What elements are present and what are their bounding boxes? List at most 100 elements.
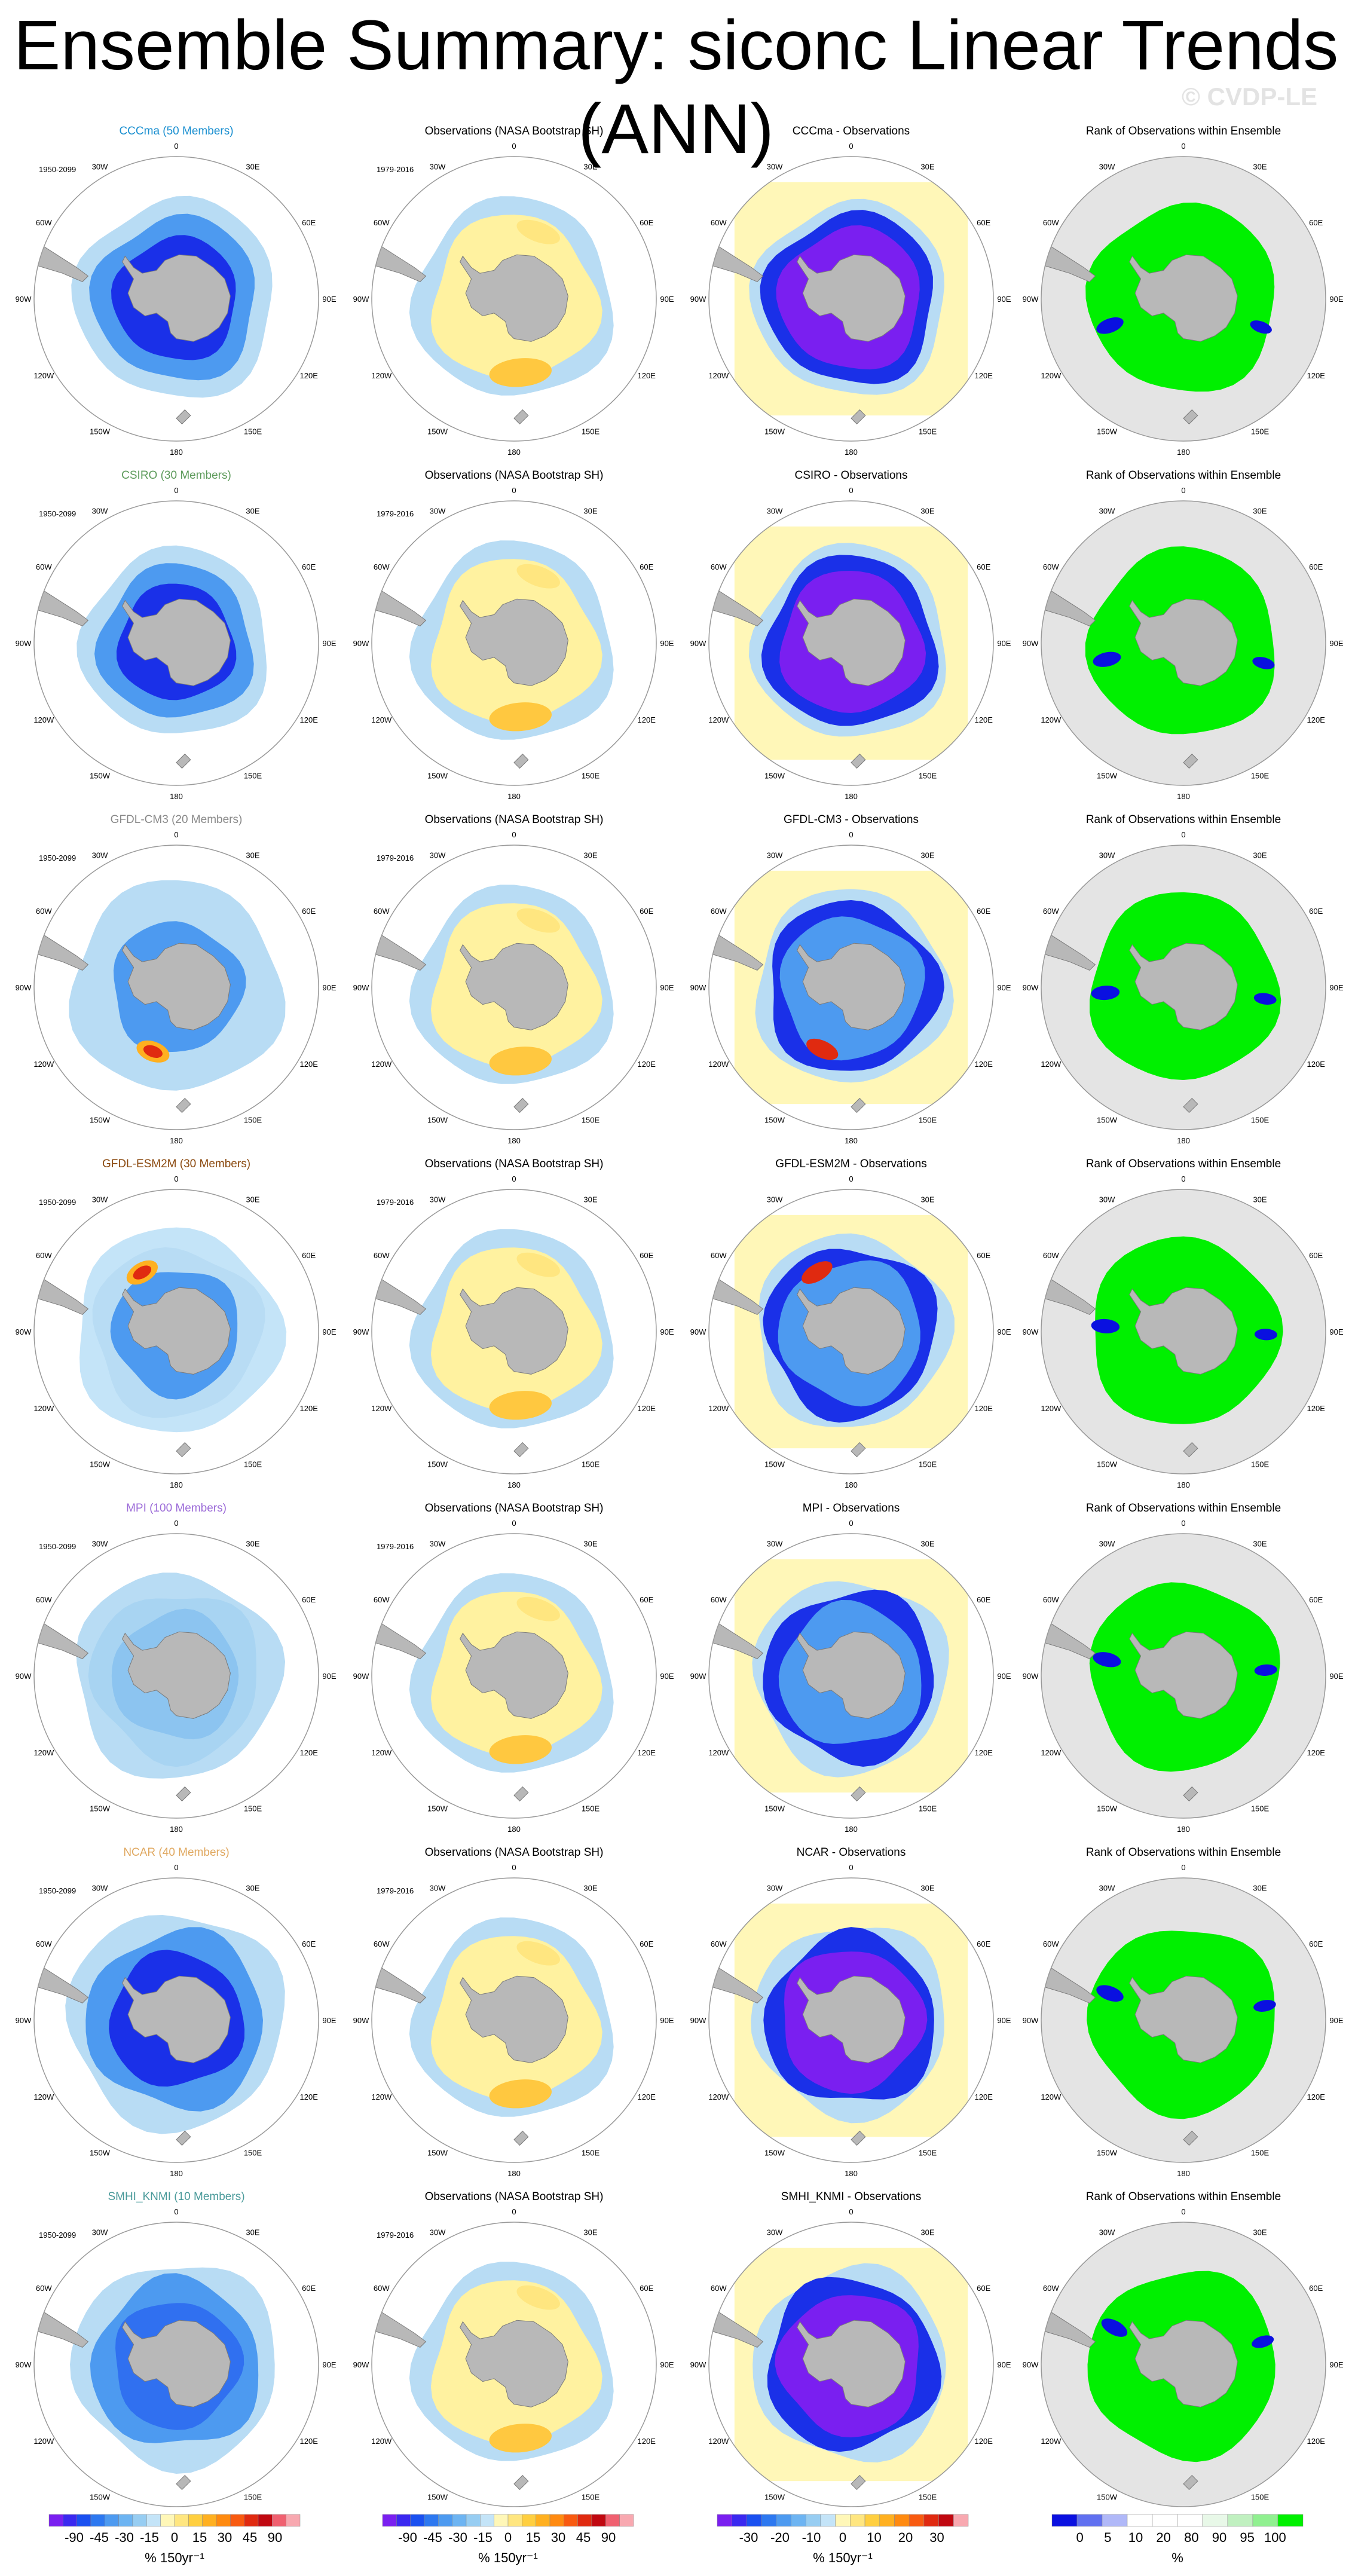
- longitude-label: 60E: [640, 1251, 653, 1260]
- longitude-label: 30W: [430, 506, 446, 515]
- colorbar-swatch: [480, 2514, 494, 2527]
- longitude-label: 90E: [322, 295, 336, 304]
- colorbar-tick-label: 30: [929, 2530, 944, 2545]
- panel-title: NCAR (40 Members): [123, 1846, 229, 1859]
- longitude-label: 60E: [977, 2284, 990, 2293]
- period-label: 1979-2016: [377, 1886, 414, 1895]
- longitude-label: 120W: [371, 2092, 392, 2101]
- longitude-label: 120E: [638, 371, 656, 380]
- new-zealand-land: [176, 1097, 191, 1113]
- antarctica-land: [797, 1287, 906, 1375]
- longitude-label: 150W: [764, 1460, 785, 1469]
- longitude-label: 30E: [583, 1539, 597, 1548]
- colorbar-tick-label: -30: [739, 2530, 758, 2545]
- colorbar-swatch: [953, 2514, 969, 2527]
- colorbar-swatch: [105, 2514, 119, 2527]
- antarctica-land: [1129, 1975, 1238, 2063]
- antarctica-land: [797, 598, 906, 686]
- new-zealand-land: [513, 1097, 529, 1113]
- longitude-label: 150E: [919, 427, 937, 436]
- map-content: [709, 870, 968, 1113]
- colorbar: 0 5 10 20 80 90 95 100%: [1051, 2514, 1304, 2565]
- map-border: [371, 1877, 657, 2163]
- longitude-label: 150E: [1251, 2493, 1270, 2502]
- south-america-land: [1041, 588, 1096, 626]
- colorbar-tick-label: -90: [398, 2530, 417, 2545]
- map-panel: Observations (NASA Bootstrap SH) 1979-201…: [353, 2190, 674, 2522]
- map-content: [34, 2267, 275, 2491]
- longitude-label: 120E: [975, 2092, 993, 2101]
- antarctica-land: [460, 943, 568, 1030]
- map-content: [34, 545, 267, 769]
- new-zealand-land: [176, 2130, 191, 2146]
- map-content: [1041, 1189, 1326, 1474]
- new-zealand-land: [513, 1442, 529, 1458]
- longitude-label: 90W: [353, 295, 369, 304]
- map-border: [371, 156, 657, 442]
- longitude-label: 0: [174, 486, 178, 495]
- longitude-label: 150W: [427, 1460, 448, 1469]
- colorbar-tick-label: 10: [1128, 2530, 1143, 2545]
- longitude-label: 60W: [711, 907, 727, 916]
- longitude-label: 60E: [1309, 1251, 1323, 1260]
- longitude-label: 30E: [583, 506, 597, 515]
- antarctica-land: [797, 1631, 906, 1719]
- longitude-label: 120E: [638, 2092, 656, 2101]
- longitude-label: 120W: [1041, 371, 1062, 380]
- map-panel: CCCma - Observations 0 30E 60E 90E 120E 150E 18…: [690, 125, 1011, 457]
- longitude-label: 150E: [244, 2149, 262, 2158]
- colorbar-unit: % 150yr⁻¹: [813, 2550, 873, 2565]
- longitude-label: 150E: [919, 1116, 937, 1125]
- longitude-label: 150E: [1251, 1116, 1270, 1125]
- longitude-label: 60W: [36, 562, 52, 571]
- longitude-label: 120E: [975, 2437, 993, 2446]
- longitude-label: 0: [512, 486, 516, 495]
- map-border: [1041, 500, 1326, 786]
- longitude-label: 0: [512, 830, 516, 839]
- longitude-label: 150W: [427, 1804, 448, 1813]
- colorbar-swatch: [923, 2514, 939, 2527]
- longitude-label: 150W: [1097, 1116, 1118, 1125]
- panel-title: Rank of Observations within Ensemble: [1086, 125, 1281, 137]
- longitude-label: 90E: [1329, 1327, 1343, 1336]
- new-zealand-land: [513, 2474, 529, 2491]
- longitude-label: 60E: [1309, 907, 1323, 916]
- period-label: 1950-2099: [39, 509, 76, 518]
- longitude-label: 150E: [582, 2493, 600, 2502]
- colorbar-tick-label: 90: [268, 2530, 282, 2545]
- map-content: [1041, 845, 1326, 1130]
- longitude-label: 60W: [1043, 562, 1059, 571]
- map-panel: NCAR (40 Members) 1950-2099 0 30E 60E 90E 120E…: [16, 1846, 337, 2178]
- longitude-label: 30W: [1099, 1539, 1115, 1548]
- diff-hot-patch: [806, 1038, 839, 1060]
- longitude-label: 90W: [1023, 1672, 1039, 1681]
- longitude-label: 90E: [322, 2016, 336, 2025]
- south-america-land: [709, 588, 764, 626]
- longitude-label: 90W: [690, 1327, 706, 1336]
- new-zealand-land: [513, 409, 529, 425]
- longitude-label: 30E: [1253, 2228, 1267, 2237]
- longitude-label: 90E: [660, 1672, 674, 1681]
- longitude-label: 30E: [1253, 506, 1267, 515]
- watermark: © CVDP-LE: [1182, 82, 1317, 111]
- longitude-label: 90E: [322, 983, 336, 992]
- longitude-label: 150W: [90, 1460, 111, 1469]
- longitude-label: 30E: [1253, 1195, 1267, 1204]
- longitude-label: 30E: [246, 1883, 259, 1892]
- longitude-label: 60E: [640, 218, 653, 227]
- longitude-label: 90W: [16, 295, 32, 304]
- rank-blue-patch: [1091, 1318, 1120, 1333]
- south-america-land: [34, 588, 89, 626]
- colorbar-swatch: [410, 2514, 425, 2527]
- panel-title: GFDL-ESM2M - Observations: [775, 1158, 926, 1170]
- longitude-label: 120E: [1307, 2092, 1326, 2101]
- colorbar-tick-label: 45: [576, 2530, 591, 2545]
- longitude-label: 30E: [1253, 162, 1267, 171]
- rank-blue-patch: [1101, 2318, 1128, 2337]
- map-content: [372, 196, 614, 425]
- longitude-label: 150E: [582, 1804, 600, 1813]
- colorbar-swatch: [619, 2514, 634, 2527]
- longitude-label: 120W: [371, 1060, 392, 1069]
- longitude-label: 120W: [708, 1748, 729, 1757]
- longitude-label: 120E: [1307, 1060, 1326, 1069]
